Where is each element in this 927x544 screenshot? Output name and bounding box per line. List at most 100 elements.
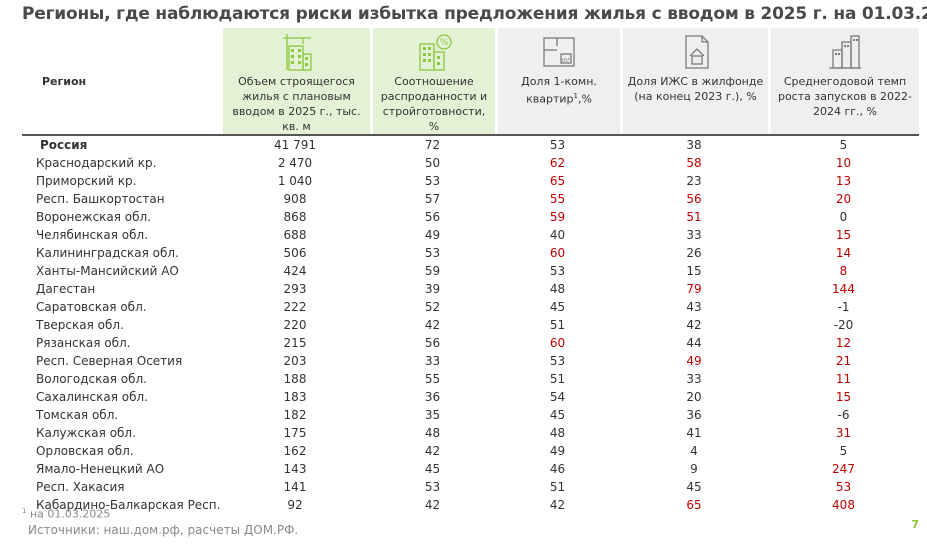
cell-ratio: 42 [424,444,441,458]
cell-ratio: 59 [424,264,441,278]
cell-volume: 203 [283,354,307,368]
cell-izhs: 33 [686,372,702,386]
cell-region: Сахалинская обл. [36,390,148,404]
cell-growth: 31 [835,426,852,440]
header-ratio-label: Соотношение распроданности и стройготовн… [380,75,488,133]
cell-ratio: 53 [424,174,441,188]
cell-region: Респ. Башкортостан [36,192,165,206]
cell-region: Краснодарский кр. [36,156,157,170]
cell-volume: 868 [283,210,307,224]
footnote: 1 на 01.03.2025 [22,507,111,521]
cell-growth: 14 [835,246,852,260]
page-number: 7 [911,518,919,531]
header-volume: Объем строящегося жилья с плановым вводо… [220,28,370,134]
table-row: Ханты-Мансийский АО 424 59 53 15 8 [22,262,919,280]
cell-volume: 143 [283,462,307,476]
cell-ratio: 45 [424,462,441,476]
cell-region: Ямало-Ненецкий АО [36,462,165,476]
cell-ratio: 42 [424,498,441,512]
cell-one-room: 60 [549,336,566,350]
header-izhs-label: Доля ИЖС в жилфонде (на конец 2023 г.), … [627,75,764,103]
cell-ratio: 55 [424,372,441,386]
cell-ratio: 48 [424,426,441,440]
cell-volume: 183 [283,390,307,404]
cell-one-room: 65 [549,174,566,188]
cell-one-room: 53 [495,134,620,154]
cell-growth: 53 [835,480,852,494]
cell-ratio: 56 [424,210,441,224]
table-row: Вологодская обл. 188 55 51 33 11 [22,370,919,388]
cell-izhs: 20 [686,390,702,404]
cell-one-room: 49 [549,444,566,458]
cell-one-room: 40 [549,228,566,242]
cell-volume: 182 [283,408,307,422]
table-row: Тверская обл. 220 42 51 42 -20 [22,316,919,334]
table-row: Калужская обл. 175 48 48 41 31 [22,424,919,442]
cell-growth: 15 [835,228,852,242]
cell-one-room: 51 [549,480,566,494]
cell-ratio: 35 [424,408,441,422]
cell-volume: 424 [283,264,307,278]
cell-volume: 293 [283,282,307,296]
svg-text:m²: m² [562,57,571,64]
cell-ratio: 53 [424,246,441,260]
cell-one-room: 42 [549,498,566,512]
cell-region: Орловская обл. [36,444,134,458]
cell-izhs: 65 [686,498,702,512]
page-title: Регионы, где наблюдаются риски избытка п… [22,4,927,24]
table-row: Сахалинская обл. 183 36 54 20 15 [22,388,919,406]
cell-one-room: 62 [549,156,566,170]
cell-volume: 908 [283,192,307,206]
cell-region: Калининградская обл. [36,246,179,260]
table-row: Россия 41 791 72 53 38 5 [22,134,919,154]
cell-one-room: 51 [549,372,566,386]
cell-ratio: 50 [424,156,441,170]
cell-izhs: 44 [686,336,702,350]
cell-izhs: 45 [686,480,702,494]
cell-growth: 15 [835,390,852,404]
cell-izhs: 4 [690,444,698,458]
cell-region: Челябинская обл. [36,228,149,242]
cell-volume: 2 470 [277,156,313,170]
cell-izhs: 43 [686,300,702,314]
floorplan-icon: m² [543,37,575,67]
cell-ratio: 56 [424,336,441,350]
cell-region: Воронежская обл. [36,210,152,224]
cell-one-room: 45 [549,408,566,422]
cell-growth: -20 [833,318,854,332]
table-row: Саратовская обл. 222 52 45 43 -1 [22,298,919,316]
cell-region: Кабардино-Балкарская Респ. [36,498,221,512]
cell-region: Калужская обл. [36,426,136,440]
table-row: Орловская обл. 162 42 49 4 5 [22,442,919,460]
cell-growth: 5 [768,134,919,154]
buildings-chart-icon [829,35,861,69]
cell-growth: 247 [832,462,855,476]
cell-izhs: 38 [620,134,768,154]
cell-region: Ханты-Мансийский АО [36,264,179,278]
cell-volume: 222 [283,300,307,314]
header-region: Регион [42,74,87,88]
table-row: Воронежская обл. 868 56 59 51 0 [22,208,919,226]
cell-growth: 8 [839,264,848,278]
cell-growth: 11 [835,372,852,386]
table-row: Респ. Башкортостан 908 57 55 56 20 [22,190,919,208]
cell-growth: -6 [837,408,850,422]
cell-volume: 41 791 [220,134,370,154]
building-crane-icon [282,34,312,71]
header-ratio: % Соотношение распроданности и стройгото… [370,28,495,134]
svg-text:%: % [440,38,449,48]
cell-izhs: 33 [686,228,702,242]
cell-izhs: 56 [686,192,702,206]
cell-region: Томская обл. [36,408,119,422]
table-row: Дагестан 293 39 48 79 144 [22,280,919,298]
cell-one-room: 46 [549,462,566,476]
cell-volume: 215 [283,336,307,350]
cell-one-room: 48 [549,282,566,296]
cell-volume: 92 [287,498,303,512]
table-body: Россия 41 791 72 53 38 5 Краснодарский кр. 2 47… [22,134,919,514]
cell-one-room: 59 [549,210,566,224]
cell-volume: 220 [283,318,307,332]
cell-izhs: 49 [686,354,702,368]
cell-one-room: 48 [549,426,566,440]
cell-region: Рязанская обл. [36,336,131,350]
